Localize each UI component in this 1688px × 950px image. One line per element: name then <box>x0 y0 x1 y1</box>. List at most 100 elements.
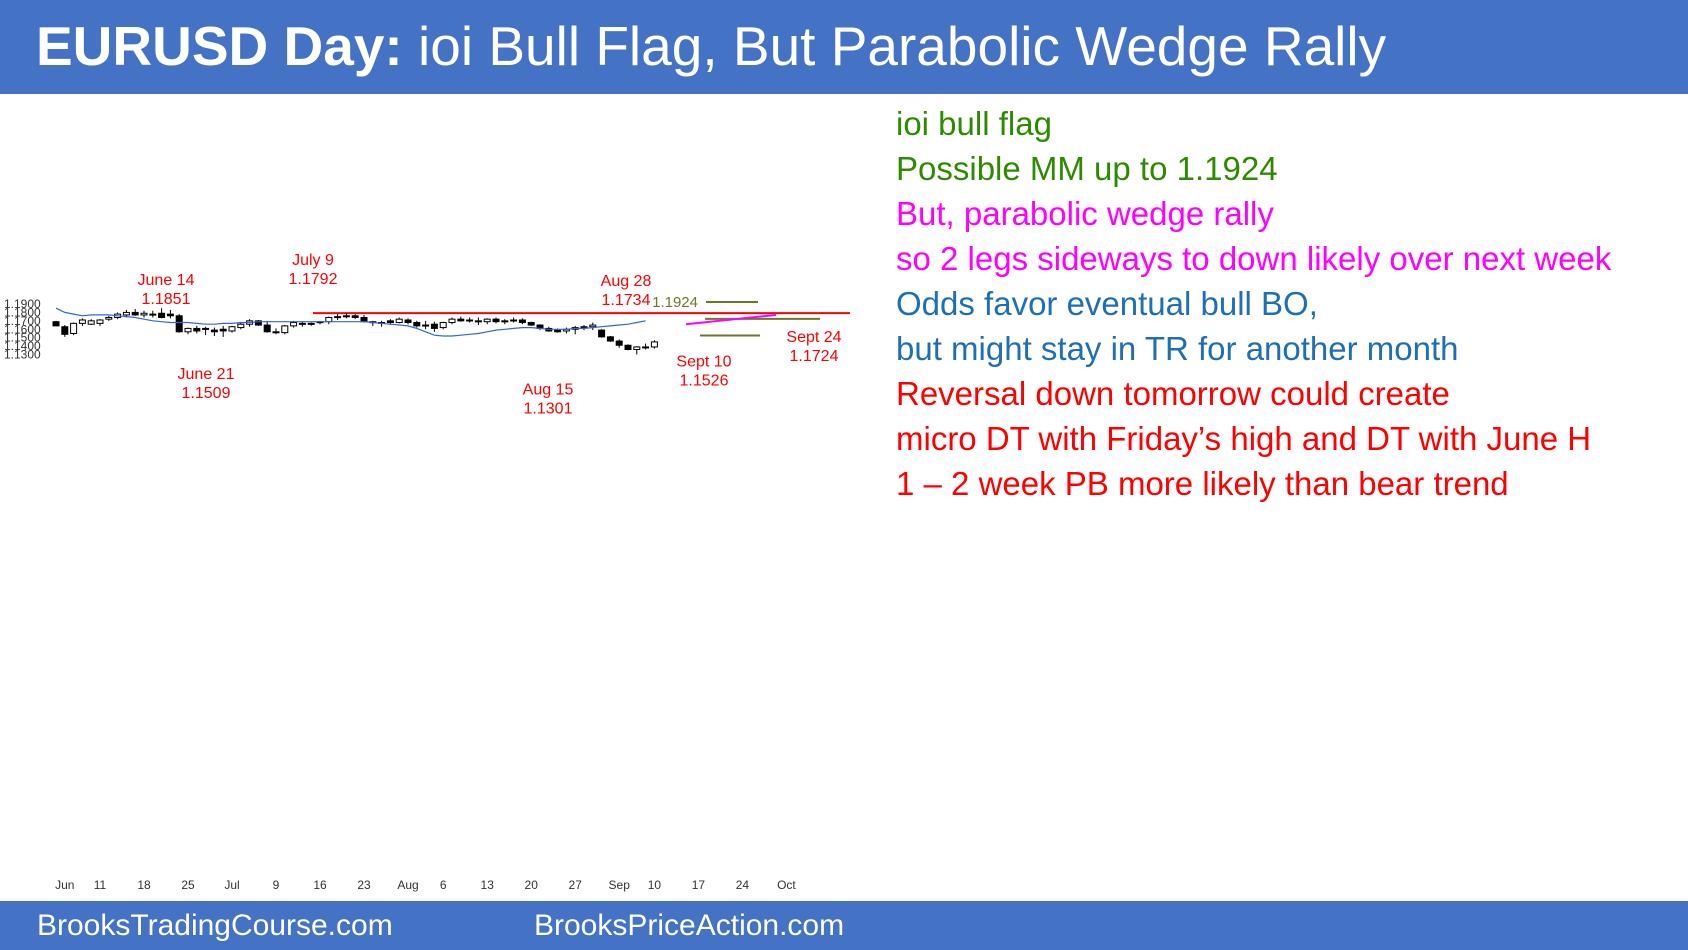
bull-candle <box>122 311 130 316</box>
title-text: ioi Bull Flag, But Parabolic Wedge Rally <box>402 15 1387 77</box>
bear-candle <box>518 319 526 324</box>
x-tick-label: Jun <box>55 878 74 892</box>
bear-candle <box>413 322 421 327</box>
bull-candle <box>395 318 403 324</box>
bear-candle <box>527 322 535 326</box>
bear-candle <box>298 322 306 325</box>
bull-candle <box>642 346 650 349</box>
bull-candle <box>140 312 148 316</box>
bear-candle <box>624 344 632 350</box>
bear-candle <box>554 329 562 333</box>
bull-candle <box>422 324 430 327</box>
bull-candle <box>342 315 350 318</box>
bear-candle <box>166 313 174 317</box>
bear-candle <box>360 316 368 323</box>
note-line-6: but might stay in TR for another month <box>896 330 1459 367</box>
chart-svg: 1.13001.14001.15001.16001.17001.18001.19… <box>4 252 850 892</box>
note-line-4: so 2 legs sideways to down likely over n… <box>896 240 1612 277</box>
bear-candle <box>175 315 183 333</box>
annotation-date: Aug 28 <box>601 273 652 290</box>
note-line-3: But, parabolic wedge rally <box>896 195 1274 232</box>
annotation-price: 1.1724 <box>790 348 839 365</box>
bear-candle <box>598 329 606 338</box>
bear-candle <box>272 331 280 334</box>
y-tick-label: 1.1800 <box>4 305 41 319</box>
bull-candle <box>105 316 113 320</box>
bull-candle <box>650 341 658 348</box>
footer-link-price-action[interactable]: BrooksPriceAction.com <box>534 909 845 942</box>
bear-candle <box>219 328 227 332</box>
note-line-9: 1 – 2 week PB more likely than bear tren… <box>896 465 1509 502</box>
bear-candle <box>254 320 262 326</box>
annotation-date: July 9 <box>292 252 334 269</box>
annotation-date: Sept 24 <box>786 329 841 346</box>
x-tick-label: 17 <box>692 878 706 892</box>
x-tick-label: 25 <box>181 878 195 892</box>
annotation-price: 1.1792 <box>289 271 338 288</box>
title-bar: EURUSD Day: ioi Bull Flag, But Parabolic… <box>0 0 1688 94</box>
bear-candle <box>210 329 218 333</box>
bull-candle <box>439 322 447 329</box>
bear-candle <box>158 312 166 318</box>
bull-candle <box>184 327 192 333</box>
y-tick-label: 1.1600 <box>4 322 41 336</box>
note-line-1: ioi bull flag <box>896 105 1052 142</box>
page-title: EURUSD Day: ioi Bull Flag, But Parabolic… <box>36 14 1386 78</box>
bull-candle <box>237 323 245 329</box>
y-tick-label: 1.1900 <box>4 297 41 311</box>
bear-candle <box>430 323 438 329</box>
x-tick-label: Oct <box>777 878 796 892</box>
bear-candle <box>52 321 60 327</box>
x-tick-label: Jul <box>224 878 239 892</box>
moving-average-line <box>55 307 646 337</box>
y-tick-label: 1.1700 <box>4 314 41 328</box>
x-tick-label: 10 <box>648 878 662 892</box>
x-tick-label: 9 <box>273 878 280 892</box>
y-tick-label: 1.1500 <box>4 331 41 345</box>
bull-candle <box>96 319 104 324</box>
annotation-price: 1.1851 <box>142 291 191 308</box>
bear-candle <box>615 340 623 346</box>
x-tick-label: 6 <box>440 878 447 892</box>
bear-candle <box>457 318 465 322</box>
footer-bar: BrooksTradingCourse.com BrooksPriceActio… <box>0 901 1688 950</box>
annotation-price: 1.1509 <box>182 385 231 402</box>
annotation-date: Aug 15 <box>523 381 574 398</box>
note-line-7: Reversal down tomorrow could create <box>896 375 1450 412</box>
title-symbol: EURUSD Day: <box>36 15 403 77</box>
candlestick-chart: 1.1300 1.1400 1.1500 1.1600 1.1700 1.1800 1.19… <box>0 94 860 901</box>
note-line-2: Possible MM up to 1.1924 <box>896 150 1278 187</box>
bear-candle <box>202 327 210 330</box>
wedge-trendline <box>685 313 777 326</box>
bull-candle <box>580 326 588 329</box>
footer-link-trading-course[interactable]: BrooksTradingCourse.com <box>37 909 393 942</box>
bull-candle <box>325 316 333 323</box>
y-tick-label: 1.1300 <box>4 348 41 362</box>
bear-candle <box>492 318 500 323</box>
bear-candle <box>149 313 157 316</box>
target-label: 1.1924 <box>652 294 698 311</box>
x-tick-label: 24 <box>736 878 750 892</box>
bear-candle <box>466 319 474 322</box>
annotation-date: Sept 10 <box>676 353 731 370</box>
commentary-panel: ioi bull flag Possible MM up to 1.1924 But… <box>896 101 1676 506</box>
x-tick-label: Aug <box>397 878 418 892</box>
x-tick-label: 18 <box>137 878 151 892</box>
bear-candle <box>606 336 614 342</box>
bull-candle <box>483 318 491 323</box>
note-line-5: Odds favor eventual bull BO, <box>896 285 1318 322</box>
x-tick-label: 23 <box>357 878 371 892</box>
bull-candle <box>448 318 456 324</box>
annotation-price: 1.1734 <box>602 292 651 309</box>
annotation-price: 1.1301 <box>524 400 573 417</box>
bull-candle <box>281 325 289 334</box>
bull-candle <box>501 320 509 323</box>
annotation-date: June 14 <box>138 272 195 289</box>
bear-candle <box>474 320 482 323</box>
bear-candle <box>386 320 394 324</box>
annotation-price: 1.1526 <box>680 372 729 389</box>
x-tick-label: 27 <box>569 878 583 892</box>
bull-candle <box>290 322 298 327</box>
bull-candle <box>633 346 641 350</box>
bull-candle <box>78 319 86 324</box>
